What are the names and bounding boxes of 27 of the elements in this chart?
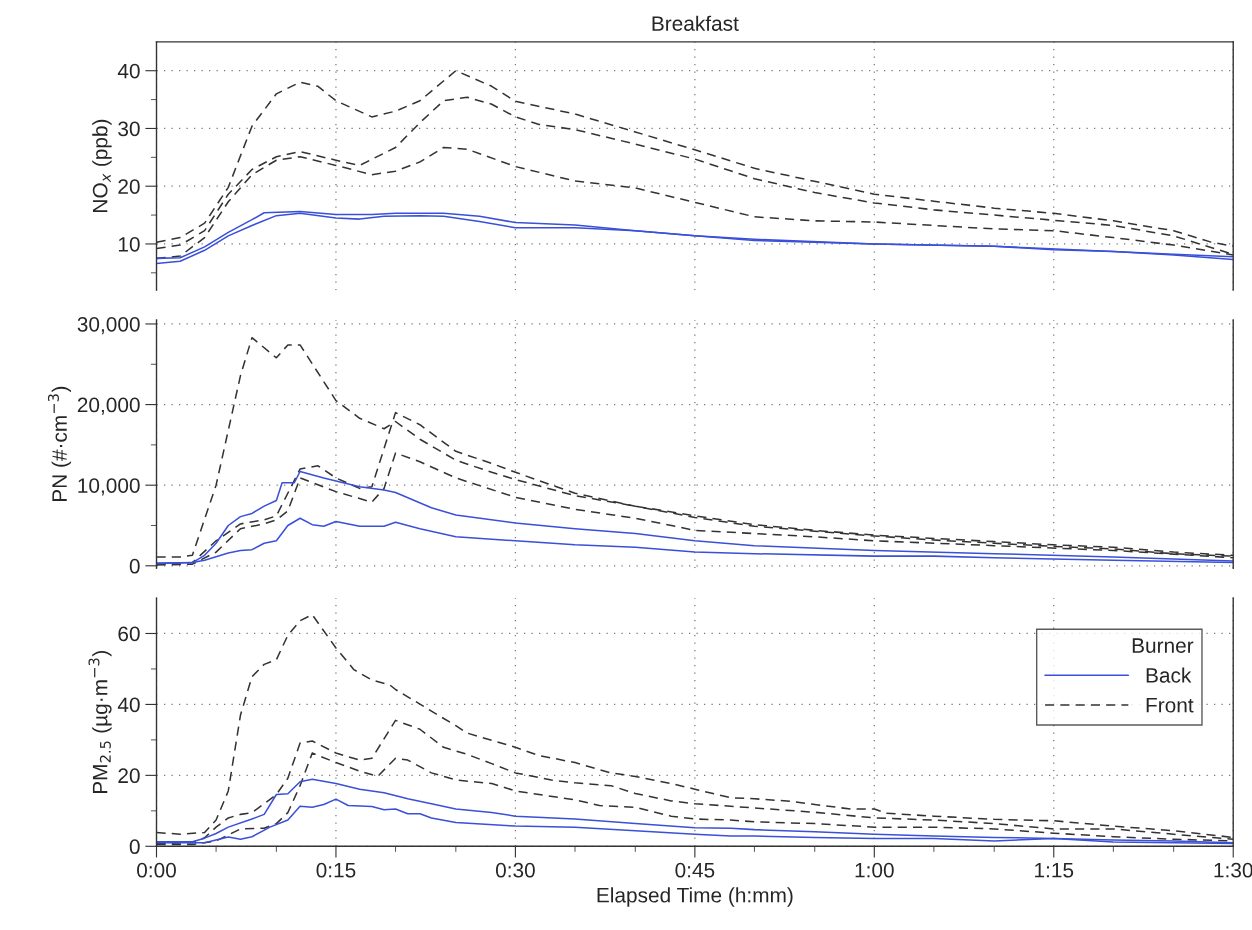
chart-title: Breakfast <box>652 15 739 31</box>
legend-label: Front <box>1146 698 1194 713</box>
y-axis-title: PM$_{2.5}$ (µg·m$^{−3}$) <box>88 651 112 794</box>
y-tick-label: 20,000 <box>77 397 140 415</box>
x-axis-title: Elapsed Time (h:mm) <box>597 887 793 907</box>
x-tick-label: 1:00 <box>855 862 894 878</box>
x-tick-label: 1:30 <box>1214 862 1252 878</box>
y-tick-label: 0 <box>129 839 140 855</box>
y-tick-label: 60 <box>118 626 140 642</box>
y-tick-label: 20 <box>118 179 140 194</box>
y-tick-label: 10 <box>118 236 140 252</box>
legend-label: Back <box>1146 667 1192 683</box>
y-tick-label: 0 <box>129 558 140 574</box>
x-tick-label: 0:30 <box>495 862 535 878</box>
y-axis-title: PN (#·cm$^{−3}$) <box>47 386 72 502</box>
y-tick-label: 40 <box>117 697 140 713</box>
x-tick-label: 0:00 <box>137 862 176 878</box>
x-tick-label: 0:45 <box>675 862 715 878</box>
x-tick-label: 1:15 <box>1035 863 1074 878</box>
y-tick-label: 10,000 <box>78 478 140 496</box>
y-tick-label: 30 <box>118 121 140 137</box>
y-axis-title: NO$_{x}$ (ppb) <box>92 119 112 212</box>
legend-title: Burner <box>1132 638 1194 653</box>
y-tick-label: 30,000 <box>77 316 140 335</box>
y-tick-label: 20 <box>118 768 140 784</box>
y-tick-label: 40 <box>117 63 140 79</box>
x-tick-label: 0:15 <box>316 862 356 878</box>
